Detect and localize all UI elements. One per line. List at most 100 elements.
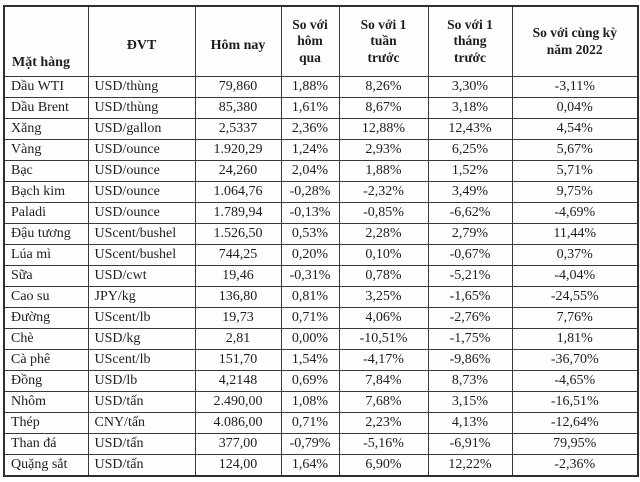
change-vs-1-week-cell: 2,23%: [338, 412, 429, 434]
column-header-line: Hôm nay: [210, 38, 266, 54]
change-vs-1-week-cell: 8,26%: [338, 76, 429, 98]
change-vs-1-month-cell: 12,43%: [427, 118, 513, 140]
commodity-cell: Cao su: [3, 286, 89, 308]
change-vs-same-period-2022-cell: 5,67%: [511, 139, 639, 161]
column-header-change-vs-same-period-2022: So với cùng kỳ năm 2022: [511, 5, 639, 77]
unit-cell: USD/thùng: [87, 97, 196, 119]
column-header-line: tháng: [453, 33, 487, 49]
change-vs-same-period-2022-cell: -4,65%: [511, 370, 639, 392]
price-today-cell: 1.789,94: [194, 202, 282, 224]
column-header-line: So với cùng kỳ: [532, 25, 617, 40]
change-vs-yesterday-cell: 1,61%: [280, 97, 340, 119]
change-vs-same-period-2022-cell: 0,37%: [511, 244, 639, 266]
column-header-line: So với 1: [360, 16, 407, 32]
commodity-price-table: Mặt hàng ĐVT Hôm nay So với hôm qua So với 1 tu…: [3, 5, 639, 477]
unit-cell: USD/ounce: [87, 181, 196, 203]
change-vs-same-period-2022-cell: 9,75%: [511, 181, 639, 203]
table-row: Lúa mì UScent/bushel 744,25 0,20% 0,10% -0,67…: [3, 244, 639, 266]
commodity-cell: Sữa: [3, 265, 89, 287]
table-row: Bạch kim USD/ounce 1.064,76 -0,28% -2,32% 3,4…: [3, 181, 639, 203]
table-row: Dầu WTI USD/thùng 79,860 1,88% 8,26% 3,30% -3,…: [3, 76, 639, 98]
table-body: Dầu WTI USD/thùng 79,860 1,88% 8,26% 3,30% -3,…: [3, 76, 639, 477]
change-vs-yesterday-cell: 0,53%: [280, 223, 340, 245]
change-vs-1-week-cell: 2,93%: [338, 139, 429, 161]
price-today-cell: 744,25: [194, 244, 282, 266]
unit-cell: USD/ounce: [87, 160, 196, 182]
commodity-cell: Chè: [3, 328, 89, 350]
price-today-cell: 2,5337: [194, 118, 282, 140]
column-header-change-vs-1-week: So với 1 tuần trước: [338, 5, 429, 77]
unit-cell: USD/thùng: [87, 76, 196, 98]
unit-cell: USD/kg: [87, 328, 196, 350]
price-today-cell: 2.490,00: [194, 391, 282, 413]
change-vs-yesterday-cell: 1,08%: [280, 391, 340, 413]
column-header-line: trước: [367, 49, 400, 65]
change-vs-1-week-cell: -2,32%: [338, 181, 429, 203]
table-row: Nhôm USD/tấn 2.490,00 1,08% 7,68% 3,15% -16,51…: [3, 391, 639, 413]
price-today-cell: 124,00: [194, 454, 282, 477]
commodity-cell: Than đá: [3, 433, 89, 455]
unit-cell: UScent/bushel: [87, 244, 196, 266]
change-vs-1-month-cell: -1,75%: [427, 328, 513, 350]
change-vs-1-week-cell: -5,16%: [338, 433, 429, 455]
change-vs-yesterday-cell: 1,24%: [280, 139, 340, 161]
commodity-cell: Xăng: [3, 118, 89, 140]
change-vs-same-period-2022-cell: 4,54%: [511, 118, 639, 140]
change-vs-same-period-2022-cell: -12,64%: [511, 412, 639, 434]
change-vs-same-period-2022-cell: 5,71%: [511, 160, 639, 182]
change-vs-yesterday-cell: -0,31%: [280, 265, 340, 287]
change-vs-yesterday-cell: 1,54%: [280, 349, 340, 371]
change-vs-yesterday-cell: 0,71%: [280, 412, 340, 434]
column-header-line: tuần: [370, 33, 397, 49]
table-row: Đồng USD/lb 4,2148 0,69% 7,84% 8,73% -4,65%: [3, 370, 639, 392]
change-vs-same-period-2022-cell: -16,51%: [511, 391, 639, 413]
table-row: Cà phê UScent/lb 151,70 1,54% -4,17% -9,86% -3…: [3, 349, 639, 371]
column-header-line: hôm: [297, 33, 323, 49]
change-vs-1-month-cell: -2,76%: [427, 307, 513, 329]
change-vs-yesterday-cell: 0,20%: [280, 244, 340, 266]
column-header-change-vs-1-month: So với 1 tháng trước: [427, 5, 513, 77]
table-header: Mặt hàng ĐVT Hôm nay So với hôm qua So với 1 tu…: [3, 5, 639, 77]
price-today-cell: 4,2148: [194, 370, 282, 392]
unit-cell: USD/cwt: [87, 265, 196, 287]
table-row: Sữa USD/cwt 19,46 -0,31% 0,78% -5,21% -4,04%: [3, 265, 639, 287]
change-vs-1-month-cell: 3,18%: [427, 97, 513, 119]
change-vs-1-week-cell: -10,51%: [338, 328, 429, 350]
commodity-cell: Đường: [3, 307, 89, 329]
table-row: Xăng USD/gallon 2,5337 2,36% 12,88% 12,43% 4,5…: [3, 118, 639, 140]
column-header-line: qua: [299, 49, 321, 65]
column-header-line: năm 2022: [546, 41, 603, 57]
unit-cell: USD/tấn: [87, 391, 196, 413]
change-vs-1-month-cell: -0,67%: [427, 244, 513, 266]
commodity-cell: Vàng: [3, 139, 89, 161]
change-vs-1-week-cell: -4,17%: [338, 349, 429, 371]
change-vs-1-month-cell: 3,49%: [427, 181, 513, 203]
change-vs-yesterday-cell: -0,28%: [280, 181, 340, 203]
column-header-price-today: Hôm nay: [194, 5, 282, 77]
price-today-cell: 1.526,50: [194, 223, 282, 245]
column-header-unit: ĐVT: [87, 5, 196, 77]
change-vs-1-month-cell: -9,86%: [427, 349, 513, 371]
change-vs-1-month-cell: 8,73%: [427, 370, 513, 392]
table-row: Chè USD/kg 2,81 0,00% -10,51% -1,75% 1,81%: [3, 328, 639, 350]
change-vs-same-period-2022-cell: -2,36%: [511, 454, 639, 477]
commodity-cell: Paladi: [3, 202, 89, 224]
change-vs-yesterday-cell: 0,69%: [280, 370, 340, 392]
change-vs-yesterday-cell: -0,79%: [280, 433, 340, 455]
change-vs-1-week-cell: 3,25%: [338, 286, 429, 308]
price-today-cell: 4.086,00: [194, 412, 282, 434]
change-vs-yesterday-cell: 0,71%: [280, 307, 340, 329]
table-row: Paladi USD/ounce 1.789,94 -0,13% -0,85% -6,62…: [3, 202, 639, 224]
change-vs-1-week-cell: -0,85%: [338, 202, 429, 224]
change-vs-1-month-cell: 3,15%: [427, 391, 513, 413]
change-vs-1-week-cell: 2,28%: [338, 223, 429, 245]
change-vs-same-period-2022-cell: 7,76%: [511, 307, 639, 329]
table-row: Bạc USD/ounce 24,260 2,04% 1,88% 1,52% 5,71%: [3, 160, 639, 182]
table-row: Đường UScent/lb 19,73 0,71% 4,06% -2,76% 7,76%: [3, 307, 639, 329]
commodity-cell: Lúa mì: [3, 244, 89, 266]
change-vs-yesterday-cell: 1,64%: [280, 454, 340, 477]
commodity-cell: Dầu WTI: [3, 76, 89, 98]
table-row: Vàng USD/ounce 1.920,29 1,24% 2,93% 6,25% 5,67…: [3, 139, 639, 161]
change-vs-1-month-cell: 3,30%: [427, 76, 513, 98]
